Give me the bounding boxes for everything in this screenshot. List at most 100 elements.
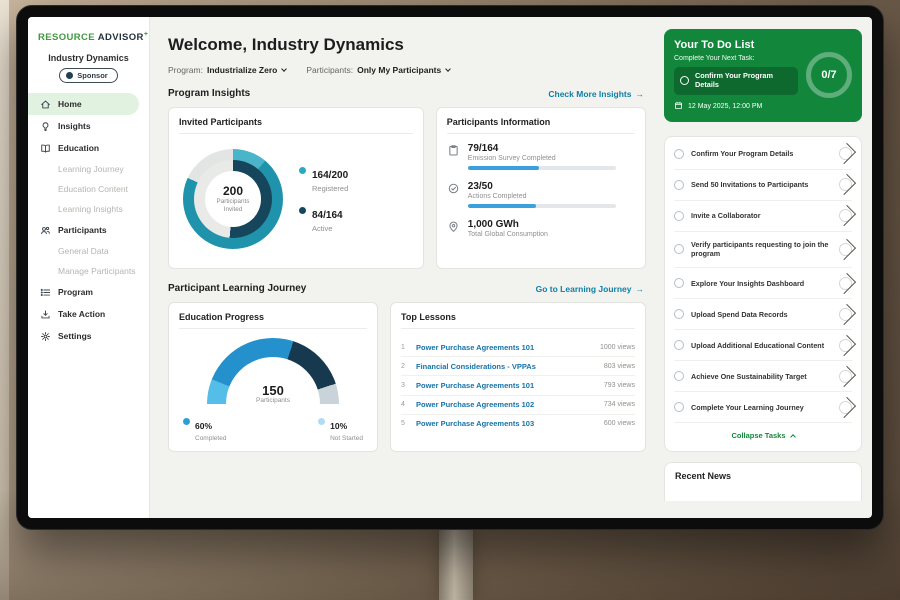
lesson-title-link[interactable]: Power Purchase Agreements 102	[416, 400, 597, 409]
sidebar-item-general-data[interactable]: General Data	[28, 241, 149, 261]
sidebar-item-manage-participants[interactable]: Manage Participants	[28, 261, 149, 281]
completed-dot-icon	[183, 418, 190, 425]
sponsor-badge[interactable]: Sponsor	[59, 68, 117, 83]
sidebar-item-settings[interactable]: Settings	[28, 325, 149, 347]
top-lessons-card-title: Top Lessons	[401, 312, 635, 329]
todo-task-row[interactable]: Upload Spend Data Records	[674, 299, 852, 330]
program-insights-title: Program Insights	[168, 88, 250, 99]
lesson-row[interactable]: 5 Power Purchase Agreements 103 600 view…	[401, 415, 635, 433]
sidebar-item-take-action[interactable]: Take Action	[28, 303, 149, 325]
todo-task-row[interactable]: Verify participants requesting to join t…	[674, 232, 852, 269]
task-expand-button[interactable]	[839, 277, 852, 290]
task-checkbox[interactable]	[674, 340, 684, 350]
task-expand-button[interactable]	[839, 178, 852, 191]
arrow-right-icon: →	[636, 284, 645, 294]
nav-label: Program	[58, 287, 93, 297]
consumption-label: Total Global Consumption	[468, 231, 548, 238]
participants-filter-dropdown[interactable]: Only My Participants	[357, 65, 450, 75]
program-filter-value: Industrialize Zero	[207, 65, 277, 75]
task-checkbox[interactable]	[674, 211, 684, 221]
lesson-rank: 5	[401, 420, 409, 427]
lesson-title-link[interactable]: Power Purchase Agreements 101	[416, 381, 597, 390]
sidebar-item-learning-insights[interactable]: Learning Insights	[28, 199, 149, 219]
emission-survey-progress-fill	[468, 166, 539, 170]
todo-task-row[interactable]: Confirm Your Program Details	[674, 139, 852, 170]
lesson-row[interactable]: 3 Power Purchase Agreements 101 793 view…	[401, 376, 635, 395]
donut-center-value: 200	[223, 184, 243, 198]
sidebar-item-education-content[interactable]: Education Content	[28, 179, 149, 199]
sidebar-item-participants[interactable]: Participants	[28, 219, 149, 241]
sidebar-item-education[interactable]: Education	[28, 137, 149, 159]
lesson-row[interactable]: 1 Power Purchase Agreements 101 1000 vie…	[401, 338, 635, 357]
task-expand-button[interactable]	[839, 308, 852, 321]
todo-task-row[interactable]: Complete Your Learning Journey	[674, 392, 852, 423]
sidebar-item-program[interactable]: Program	[28, 281, 149, 303]
task-checkbox[interactable]	[674, 371, 684, 381]
chevron-right-icon	[835, 174, 856, 195]
task-expand-button[interactable]	[839, 401, 852, 414]
task-checkbox[interactable]	[680, 76, 689, 85]
filters-bar: Program: Industrialize Zero Participants…	[168, 65, 646, 75]
gauge-center-label: Participants	[207, 397, 339, 404]
task-expand-button[interactable]	[839, 370, 852, 383]
task-checkbox[interactable]	[674, 278, 684, 288]
task-expand-button[interactable]	[839, 209, 852, 222]
todo-task-row[interactable]: Explore Your Insights Dashboard	[674, 268, 852, 299]
org-name: Industry Dynamics	[28, 53, 149, 63]
sponsor-role-icon	[66, 72, 73, 79]
go-to-learning-journey-link[interactable]: Go to Learning Journey →	[536, 284, 644, 294]
actions-completed-progress-fill	[468, 204, 536, 208]
chevron-right-icon	[835, 273, 856, 294]
check-circle-icon	[447, 182, 460, 195]
emission-survey-text: 79/164 Emission Survey Completed	[468, 143, 616, 170]
next-task-due-text: 12 May 2025, 12:00 PM	[688, 103, 762, 110]
todo-panel: Your To Do List Complete Your Next Task:…	[658, 17, 872, 518]
task-checkbox[interactable]	[674, 244, 684, 254]
sidebar-item-learning-journey[interactable]: Learning Journey	[28, 159, 149, 179]
sidebar-item-home[interactable]: Home	[28, 93, 139, 115]
registered-label: Registered	[312, 184, 348, 193]
task-label: Complete Your Learning Journey	[691, 403, 832, 412]
todo-subtitle: Complete Your Next Task:	[674, 55, 798, 62]
home-icon	[40, 99, 51, 110]
todo-task-row[interactable]: Upload Additional Educational Content	[674, 330, 852, 361]
monitor-bezel: RESOURCE ADVISOR+ Industry Dynamics Spon…	[16, 5, 884, 530]
task-expand-button[interactable]	[839, 243, 852, 256]
nav-label: Manage Participants	[58, 266, 136, 276]
lesson-row[interactable]: 4 Power Purchase Agreements 102 734 view…	[401, 396, 635, 415]
collapse-tasks-link[interactable]: Collapse Tasks	[674, 423, 852, 449]
task-checkbox[interactable]	[674, 402, 684, 412]
task-expand-button[interactable]	[839, 147, 852, 160]
sidebar-item-insights[interactable]: Insights	[28, 115, 149, 137]
gauge-center-value: 150	[207, 384, 339, 397]
task-label: Verify participants requesting to join t…	[691, 240, 832, 259]
invited-participants-body: 200 Participants Invited 164/200 Registe	[179, 143, 413, 249]
task-checkbox[interactable]	[674, 149, 684, 159]
todo-left: Your To Do List Complete Your Next Task:…	[674, 39, 798, 112]
todo-task-row[interactable]: Invite a Collaborator	[674, 201, 852, 232]
task-checkbox[interactable]	[674, 309, 684, 319]
lesson-title-link[interactable]: Power Purchase Agreements 103	[416, 419, 597, 428]
task-checkbox[interactable]	[674, 180, 684, 190]
program-filter: Program: Industrialize Zero	[168, 65, 286, 75]
chevron-right-icon	[835, 205, 856, 226]
todo-task-row[interactable]: Achieve One Sustainability Target	[674, 361, 852, 392]
check-more-insights-link[interactable]: Check More Insights →	[548, 89, 644, 99]
learning-journey-title: Participant Learning Journey	[168, 283, 306, 294]
program-filter-dropdown[interactable]: Industrialize Zero	[207, 65, 286, 75]
check-more-insights-label: Check More Insights	[548, 89, 631, 99]
lesson-title-link[interactable]: Power Purchase Agreements 101	[416, 343, 593, 352]
lesson-row[interactable]: 2 Financial Considerations - VPPAs 803 v…	[401, 357, 635, 376]
people-icon	[40, 225, 51, 236]
participants-filter: Participants: Only My Participants	[306, 65, 450, 75]
brand-secondary-text: ADVISOR	[98, 32, 144, 43]
consumption-row: 1,000 GWh Total Global Consumption	[447, 219, 635, 242]
chevron-up-icon	[790, 434, 796, 440]
task-expand-button[interactable]	[839, 339, 852, 352]
page-title: Welcome, Industry Dynamics	[168, 35, 646, 55]
actions-completed-value: 23/50	[468, 181, 616, 192]
top-lessons-list: 1 Power Purchase Agreements 101 1000 vie…	[401, 338, 635, 433]
next-task-pill[interactable]: Confirm Your Program Details	[674, 67, 798, 95]
todo-task-row[interactable]: Send 50 Invitations to Participants	[674, 170, 852, 201]
lesson-title-link[interactable]: Financial Considerations - VPPAs	[416, 362, 597, 371]
